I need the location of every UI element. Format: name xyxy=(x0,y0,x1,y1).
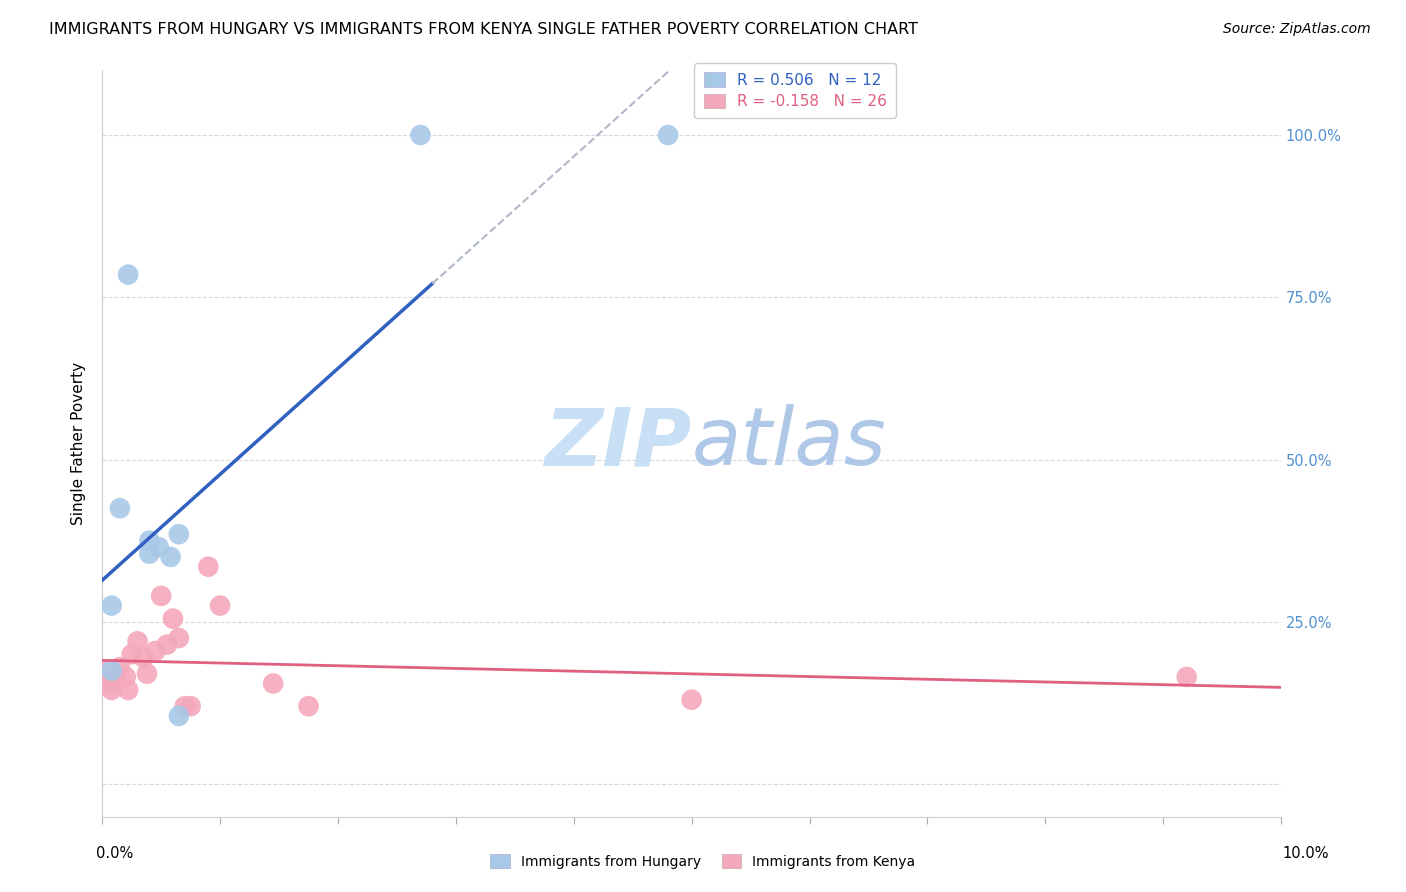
Point xyxy=(105,666,128,681)
Point xyxy=(297,699,319,714)
Point xyxy=(162,611,184,625)
Point xyxy=(143,644,166,658)
Point xyxy=(108,501,131,516)
Point xyxy=(180,699,202,714)
Point xyxy=(100,599,122,613)
Text: 10.0%: 10.0% xyxy=(1282,847,1329,861)
Legend: R = 0.506   N = 12, R = -0.158   N = 26: R = 0.506 N = 12, R = -0.158 N = 26 xyxy=(695,62,896,119)
Point xyxy=(121,647,143,661)
Point xyxy=(117,268,139,282)
Point xyxy=(103,673,125,688)
Point xyxy=(197,559,219,574)
Point xyxy=(150,589,173,603)
Point xyxy=(127,634,149,648)
Point xyxy=(173,699,195,714)
Point xyxy=(681,692,703,706)
Point xyxy=(100,664,122,678)
Point xyxy=(136,666,159,681)
Point xyxy=(138,533,160,548)
Text: 0.0%: 0.0% xyxy=(96,847,132,861)
Point xyxy=(97,673,120,688)
Point xyxy=(657,128,679,142)
Point xyxy=(100,676,122,690)
Point xyxy=(167,527,190,541)
Text: Source: ZipAtlas.com: Source: ZipAtlas.com xyxy=(1223,22,1371,37)
Legend: Immigrants from Hungary, Immigrants from Kenya: Immigrants from Hungary, Immigrants from… xyxy=(485,849,921,874)
Point xyxy=(159,549,181,564)
Point xyxy=(262,676,284,690)
Point xyxy=(108,660,131,674)
Point xyxy=(167,709,190,723)
Point xyxy=(132,650,155,665)
Point xyxy=(409,128,432,142)
Point xyxy=(1175,670,1198,684)
Point xyxy=(117,683,139,698)
Text: ZIP: ZIP xyxy=(544,404,692,483)
Point xyxy=(114,670,136,684)
Point xyxy=(100,683,122,698)
Point xyxy=(156,638,179,652)
Point xyxy=(209,599,232,613)
Point xyxy=(148,540,170,554)
Text: atlas: atlas xyxy=(692,404,886,483)
Text: IMMIGRANTS FROM HUNGARY VS IMMIGRANTS FROM KENYA SINGLE FATHER POVERTY CORRELATI: IMMIGRANTS FROM HUNGARY VS IMMIGRANTS FR… xyxy=(49,22,918,37)
Point xyxy=(167,631,190,645)
Y-axis label: Single Father Poverty: Single Father Poverty xyxy=(72,362,86,524)
Point xyxy=(97,664,120,678)
Point xyxy=(138,547,160,561)
